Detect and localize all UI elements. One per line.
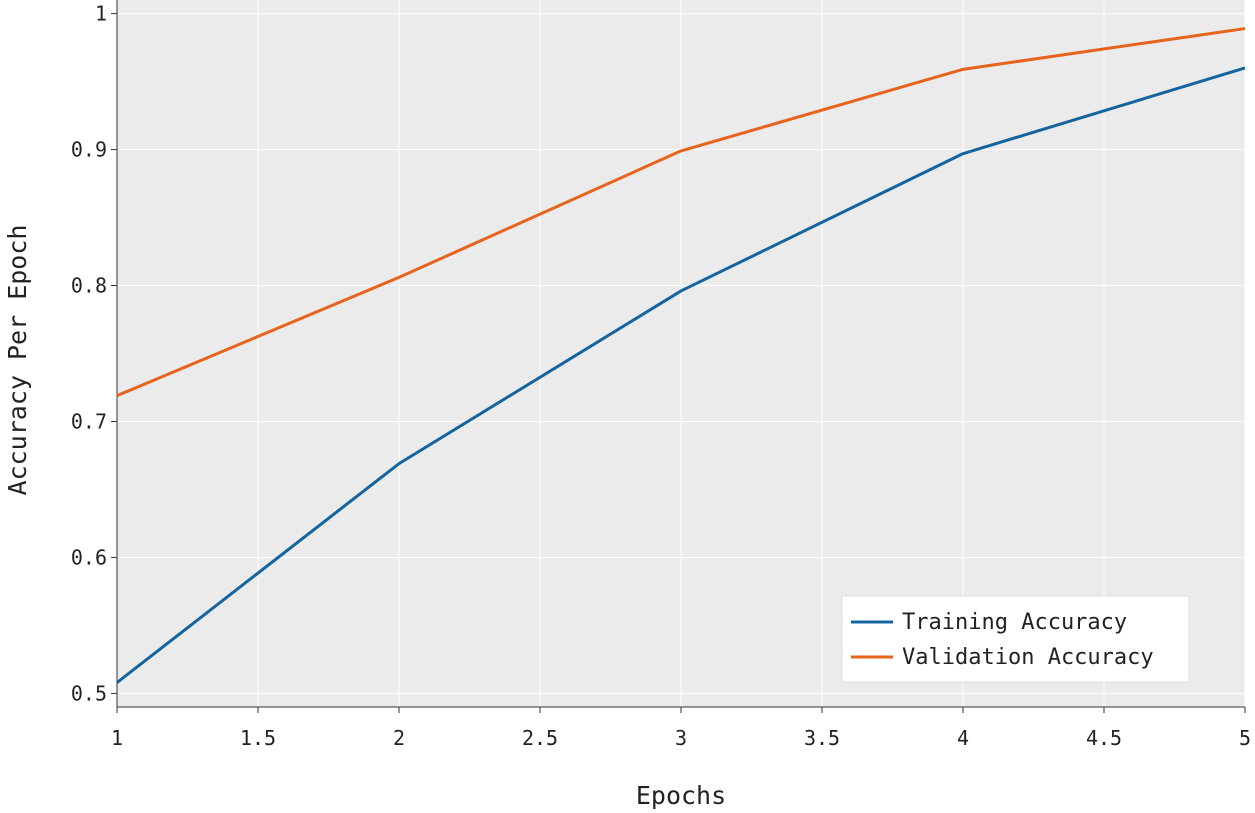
y-tick-label: 0.5 bbox=[71, 681, 107, 705]
x-axis-label: Epochs bbox=[636, 781, 726, 810]
legend: Training Accuracy Validation Accuracy bbox=[841, 595, 1190, 683]
y-tick-labels: 0.5 0.6 0.7 0.8 0.9 1 bbox=[71, 2, 107, 706]
x-tick-label: 2 bbox=[393, 726, 405, 750]
x-tick-label: 5 bbox=[1239, 726, 1251, 750]
y-tick-label: 0.9 bbox=[71, 138, 107, 162]
axes bbox=[111, 0, 1246, 713]
x-tick-label: 4 bbox=[957, 726, 969, 750]
x-tick-label: 1.5 bbox=[240, 726, 276, 750]
legend-box bbox=[841, 595, 1190, 683]
series-lines bbox=[116, 27, 1246, 684]
legend-label-validation: Validation Accuracy bbox=[902, 645, 1154, 670]
y-tick-label: 1 bbox=[95, 2, 107, 26]
x-tick-label: 3 bbox=[675, 726, 687, 750]
x-tick-label: 2.5 bbox=[522, 726, 558, 750]
x-tick-label: 3.5 bbox=[804, 726, 840, 750]
y-tick-label: 0.8 bbox=[71, 274, 107, 298]
series-line-validation bbox=[116, 27, 1246, 398]
x-tick-labels: 1 1.5 2 2.5 3 3.5 4 4.5 5 bbox=[111, 726, 1251, 750]
y-tick-label: 0.7 bbox=[71, 409, 107, 433]
legend-label-training: Training Accuracy bbox=[902, 610, 1127, 635]
x-tick-label: 1 bbox=[111, 726, 123, 750]
y-tick-label: 0.6 bbox=[71, 545, 107, 569]
x-tick-label: 4.5 bbox=[1086, 726, 1122, 750]
series-line-training bbox=[116, 66, 1246, 684]
y-axis-label: Accuracy Per Epoch bbox=[3, 225, 32, 496]
